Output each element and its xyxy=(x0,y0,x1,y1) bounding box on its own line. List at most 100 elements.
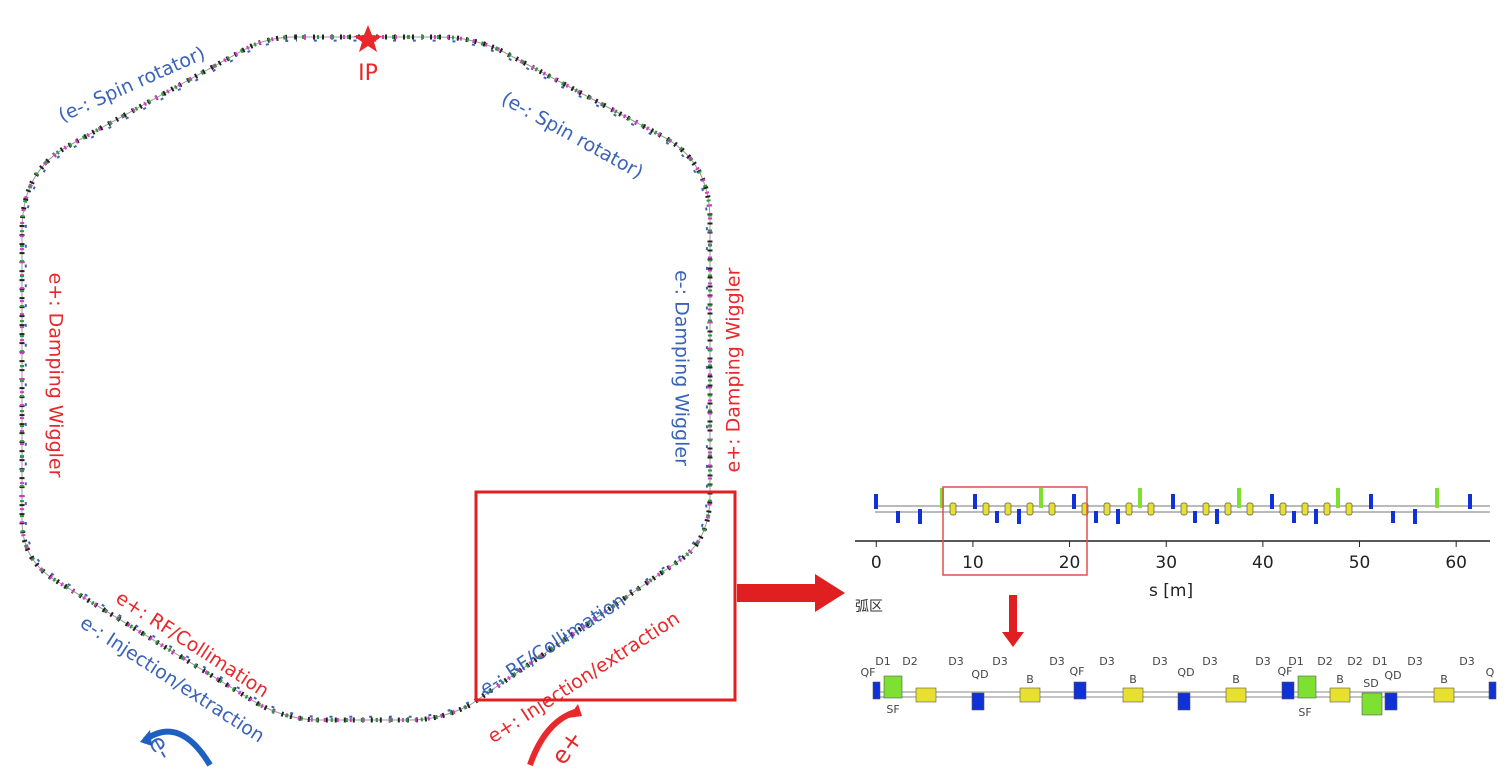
quad xyxy=(1193,511,1197,523)
x-tick-label: 40 xyxy=(1252,553,1274,573)
quad xyxy=(874,494,878,509)
element-label: D3 xyxy=(992,655,1007,668)
quad xyxy=(896,511,900,523)
dipole xyxy=(1004,502,1012,516)
dipole xyxy=(1279,502,1287,516)
quad xyxy=(1116,509,1120,524)
quad xyxy=(1017,509,1021,524)
dipole xyxy=(1301,502,1309,516)
element-label: D2 xyxy=(1317,655,1332,668)
dipole xyxy=(1323,502,1331,516)
dipole xyxy=(1345,502,1353,516)
magnet xyxy=(1433,687,1455,703)
magnet xyxy=(1177,692,1191,711)
label: (e-: Spin rotator) xyxy=(55,42,209,126)
element-label: QF xyxy=(1070,665,1085,678)
magnet xyxy=(872,681,881,700)
zoom-box xyxy=(474,490,737,702)
element-label: B xyxy=(1336,673,1344,686)
element-label: SF xyxy=(886,703,899,716)
magnet xyxy=(883,675,903,699)
magnet xyxy=(1297,675,1317,699)
beam-arrow xyxy=(143,728,213,767)
x-axis-label: s [m] xyxy=(1149,581,1193,601)
quad xyxy=(1171,494,1175,509)
element-label: D1 xyxy=(1372,655,1387,668)
quad xyxy=(1369,494,1373,509)
label: e-: RF/Collimation xyxy=(476,589,630,699)
magnet xyxy=(1073,681,1087,700)
quad xyxy=(1413,509,1417,524)
dipole xyxy=(1103,502,1111,516)
magnet xyxy=(1361,692,1383,716)
sext xyxy=(1138,488,1142,508)
element-label: QF xyxy=(1278,665,1293,678)
element-label: D1 xyxy=(1288,655,1303,668)
sext xyxy=(1336,488,1340,508)
quad xyxy=(1215,509,1219,524)
magnet xyxy=(1281,681,1295,700)
element-label: D2 xyxy=(1347,655,1362,668)
x-tick-label: 0 xyxy=(871,553,882,573)
quad xyxy=(973,494,977,509)
magnet xyxy=(1384,692,1398,711)
beam-arrow xyxy=(527,709,577,766)
dipole xyxy=(1246,502,1254,516)
dipole xyxy=(1026,502,1034,516)
label: (e-: Spin rotator) xyxy=(498,88,647,184)
element-label: SF xyxy=(1298,706,1311,719)
dipole xyxy=(1147,502,1155,516)
magnet xyxy=(971,692,985,711)
dipole xyxy=(1180,502,1188,516)
sext xyxy=(1039,488,1043,508)
ring-labels: IP (e-: Spin rotator) (e-: Spin rotator)… xyxy=(45,42,745,769)
quad xyxy=(1314,509,1318,524)
element-label: B xyxy=(1026,673,1034,686)
dipole xyxy=(982,502,990,516)
beam-arrow-head xyxy=(568,704,582,718)
element-label: D3 xyxy=(1152,655,1167,668)
element-label: QD xyxy=(1177,666,1194,679)
element-label: QD xyxy=(971,668,988,681)
element-label: D2 xyxy=(902,655,917,668)
quad xyxy=(1072,494,1076,509)
magnet xyxy=(1329,687,1351,703)
dipole xyxy=(1125,502,1133,516)
quad xyxy=(1292,511,1296,523)
element-label: SD xyxy=(1363,677,1378,690)
label: e+: Damping Wiggler xyxy=(723,267,745,472)
element-label: D3 xyxy=(1099,655,1114,668)
element-label: D3 xyxy=(1407,655,1422,668)
element-label: B xyxy=(1440,673,1448,686)
zoom-arrow xyxy=(737,574,845,612)
element-label: QD xyxy=(1384,669,1401,682)
dipole xyxy=(1048,502,1056,516)
dipole xyxy=(1202,502,1210,516)
magnet xyxy=(915,687,937,703)
element-label: D3 xyxy=(1459,655,1474,668)
lattice-axis: 0 10 20 30 40 50 60 s [m] xyxy=(855,540,1490,601)
label: e+: Damping Wiggler xyxy=(45,273,67,478)
ip-label: IP xyxy=(358,61,378,86)
magnet xyxy=(1225,687,1247,703)
element-label: D1 xyxy=(875,655,890,668)
quad xyxy=(1270,494,1274,509)
lattice-strip xyxy=(874,488,1490,524)
quad xyxy=(995,511,999,523)
quad xyxy=(1468,494,1472,509)
x-tick-label: 50 xyxy=(1349,553,1371,573)
element-label: QF xyxy=(861,666,876,679)
quad xyxy=(1391,511,1395,523)
element-label: D3 xyxy=(1202,655,1217,668)
sext xyxy=(1435,488,1439,508)
sext xyxy=(1237,488,1241,508)
x-tick-label: 10 xyxy=(962,553,984,573)
element-label: D3 xyxy=(948,655,963,668)
x-tick-label: 30 xyxy=(1155,553,1177,573)
magnet xyxy=(1488,681,1497,700)
element-label: B xyxy=(1232,673,1240,686)
zoom-arrow xyxy=(1002,595,1024,647)
dipole xyxy=(1224,502,1232,516)
